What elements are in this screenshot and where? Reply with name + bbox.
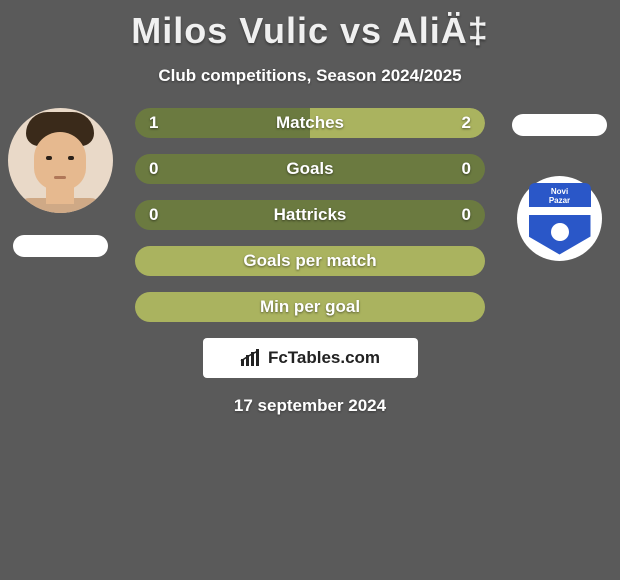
stat-row-mpg: Min per goal <box>135 292 485 322</box>
subtitle: Club competitions, Season 2024/2025 <box>0 66 620 86</box>
stat-label: Hattricks <box>135 200 485 230</box>
crest-line1: Novi <box>551 187 568 196</box>
stat-row-matches: 1 Matches 2 <box>135 108 485 138</box>
player-left-avatar <box>8 108 113 213</box>
player-left-column <box>8 108 113 257</box>
player-right-flag-pill <box>512 114 607 136</box>
stat-bars: 1 Matches 2 0 Goals 0 0 Hattricks 0 Goal… <box>135 108 485 322</box>
player-right-club-crest: Novi Pazar <box>517 176 602 261</box>
stat-right-value: 0 <box>462 200 471 230</box>
stat-label: Goals <box>135 154 485 184</box>
crest-shield-icon: Novi Pazar <box>529 183 591 255</box>
stat-row-gpm: Goals per match <box>135 246 485 276</box>
brand-footer[interactable]: FcTables.com <box>203 338 418 378</box>
content: Novi Pazar 1 Matches 2 <box>0 108 620 416</box>
stat-right-value: 2 <box>462 108 471 138</box>
crest-line2: Pazar <box>549 196 570 205</box>
stat-row-goals: 0 Goals 0 <box>135 154 485 184</box>
player-right-badge-wrap: Novi Pazar <box>507 176 612 261</box>
page-title: Milos Vulic vs AliÄ‡ <box>0 0 620 52</box>
face-illustration <box>8 108 113 213</box>
stat-row-hattricks: 0 Hattricks 0 <box>135 200 485 230</box>
stat-label: Min per goal <box>135 292 485 322</box>
stat-label: Goals per match <box>135 246 485 276</box>
bar-chart-icon <box>240 349 262 367</box>
stat-label: Matches <box>135 108 485 138</box>
footer-date: 17 september 2024 <box>0 396 620 416</box>
player-left-flag-pill <box>13 235 108 257</box>
player-right-column: Novi Pazar <box>507 108 612 261</box>
brand-text: FcTables.com <box>268 348 380 368</box>
stat-right-value: 0 <box>462 154 471 184</box>
comparison-card: Milos Vulic vs AliÄ‡ Club competitions, … <box>0 0 620 580</box>
